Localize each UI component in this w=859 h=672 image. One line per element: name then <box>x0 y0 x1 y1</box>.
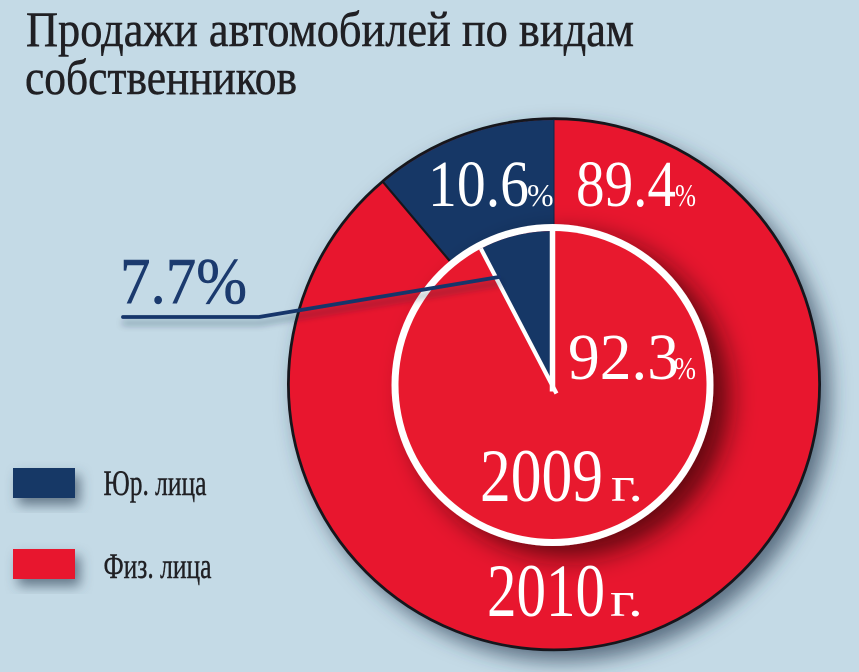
svg-text:г.: г. <box>610 571 643 627</box>
svg-text:%: % <box>527 177 554 213</box>
svg-text:89.4: 89.4 <box>576 148 676 221</box>
svg-text:г.: г. <box>611 456 643 512</box>
svg-text:10.6: 10.6 <box>428 148 529 221</box>
svg-text:Физ. лица: Физ. лица <box>104 546 212 586</box>
svg-text:собственников: собственников <box>25 49 297 105</box>
svg-text:Юр. лица: Юр. лица <box>104 463 207 503</box>
svg-text:7.7%: 7.7% <box>120 245 247 318</box>
svg-text:2010: 2010 <box>487 550 605 633</box>
svg-text:92.3: 92.3 <box>568 321 679 394</box>
svg-text:2009: 2009 <box>480 435 603 518</box>
svg-text:Продажи автомобилей по видам: Продажи автомобилей по видам <box>26 1 634 57</box>
svg-text:%: % <box>675 177 696 213</box>
svg-text:%: % <box>674 350 696 386</box>
